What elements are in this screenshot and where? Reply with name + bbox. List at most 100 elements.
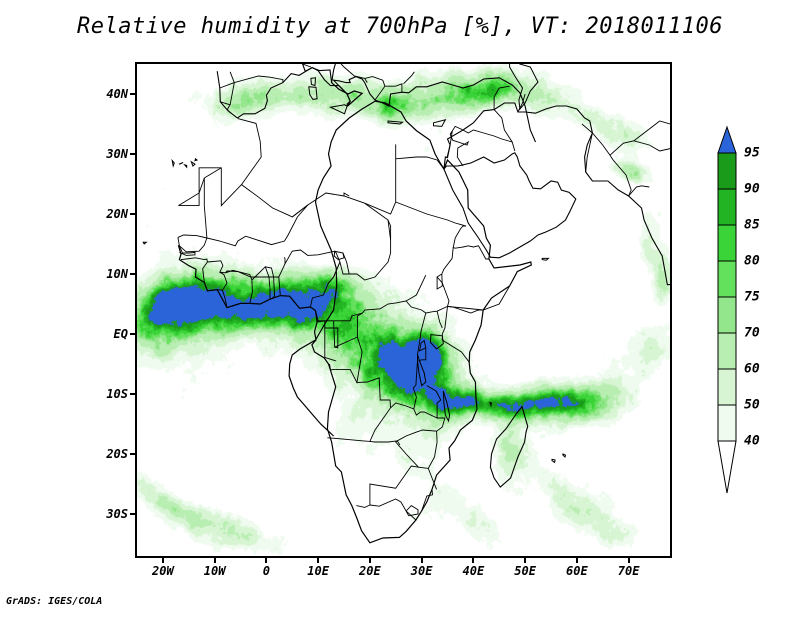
coastline-path bbox=[333, 250, 345, 261]
y-axis-tick-mark bbox=[130, 273, 136, 275]
x-axis-tick-mark bbox=[524, 557, 527, 563]
border-path bbox=[384, 83, 403, 93]
x-axis-tick-label: 60E bbox=[566, 564, 588, 578]
coastline-path bbox=[433, 119, 447, 127]
y-axis-tick-mark bbox=[130, 93, 136, 95]
x-axis-tick-mark bbox=[368, 557, 371, 563]
y-axis-tick-mark bbox=[130, 513, 136, 515]
colorbar-tick-label: 90 bbox=[744, 181, 760, 197]
coastline-path bbox=[190, 160, 196, 167]
border-path bbox=[493, 85, 510, 110]
coastline-path bbox=[429, 334, 444, 350]
colorbar-tick-label: 75 bbox=[744, 289, 760, 305]
y-axis-tick-mark bbox=[130, 453, 136, 455]
x-axis-tick-label: 70E bbox=[617, 564, 640, 578]
border-path bbox=[291, 204, 309, 218]
border-path bbox=[221, 290, 228, 308]
coastline-path bbox=[194, 157, 199, 162]
border-path bbox=[328, 261, 341, 284]
y-axis-tick-label: 30S bbox=[106, 507, 128, 521]
border-path bbox=[387, 219, 392, 240]
border-path bbox=[452, 225, 467, 248]
coastline-path bbox=[551, 458, 556, 464]
border-path bbox=[219, 71, 235, 89]
x-axis-tick-mark bbox=[317, 557, 320, 563]
colorbar-band bbox=[717, 296, 737, 334]
border-path bbox=[633, 140, 670, 152]
border-path bbox=[581, 123, 632, 197]
y-axis-tick-label: 10N bbox=[106, 267, 128, 281]
colorbar-tick-label: 80 bbox=[744, 253, 760, 269]
border-path bbox=[395, 156, 445, 170]
attribution-text: GrADS: IGES/COLA bbox=[6, 596, 103, 607]
border-path bbox=[395, 201, 467, 227]
x-axis-tick-label: 10W bbox=[203, 564, 226, 578]
colorbar-tick-label: 95 bbox=[744, 145, 760, 161]
border-path bbox=[436, 311, 443, 329]
border-path bbox=[403, 71, 415, 85]
map-plot-area[interactable] bbox=[135, 62, 672, 558]
page-title: Relative humidity at 700hPa [%], VT: 201… bbox=[76, 14, 724, 39]
colorbar-tick-label: 50 bbox=[744, 397, 760, 413]
colorbar-band bbox=[717, 152, 737, 190]
border-path bbox=[216, 66, 537, 143]
coastline-path bbox=[387, 120, 404, 125]
y-axis-tick-label: 40N bbox=[106, 87, 128, 101]
x-axis-tick-mark bbox=[472, 557, 475, 563]
coastline-path bbox=[142, 241, 148, 245]
y-axis-tick-label: EQ bbox=[113, 327, 128, 341]
y-axis-tick-mark bbox=[130, 213, 136, 215]
colorbar-max-arrow bbox=[717, 125, 737, 154]
x-axis-tick-label: 10E bbox=[307, 564, 329, 578]
border-path bbox=[178, 245, 196, 256]
border-path bbox=[265, 266, 275, 278]
colorbar-band bbox=[717, 188, 737, 226]
border-path bbox=[177, 237, 208, 253]
border-path bbox=[356, 465, 419, 508]
coastline-path bbox=[417, 354, 427, 387]
border-path bbox=[585, 132, 593, 173]
colorbar-band bbox=[717, 332, 737, 370]
coastline-path bbox=[541, 257, 550, 261]
border-path bbox=[364, 76, 386, 101]
coastline-path bbox=[489, 401, 493, 408]
border-path bbox=[418, 339, 427, 352]
x-axis-tick-mark bbox=[213, 557, 216, 563]
border-path bbox=[317, 320, 339, 349]
x-axis-tick-mark bbox=[575, 557, 578, 563]
coastline-path bbox=[177, 100, 532, 544]
x-axis-tick-mark bbox=[161, 557, 164, 563]
colorbar[interactable]: 40 50 60 70 75 80 85 90 95 bbox=[710, 125, 795, 495]
border-path bbox=[180, 257, 208, 283]
colorbar-tick-label: 40 bbox=[744, 433, 760, 449]
border-path bbox=[443, 102, 670, 286]
colorbar-min-arrow bbox=[717, 440, 737, 494]
border-path bbox=[315, 275, 427, 322]
border-path bbox=[327, 407, 391, 442]
border-path bbox=[369, 440, 401, 446]
colorbar-band bbox=[717, 224, 737, 262]
coastline-path bbox=[183, 163, 188, 169]
y-axis-tick-mark bbox=[130, 393, 136, 395]
border-path bbox=[441, 339, 470, 363]
x-axis-tick-label: 30E bbox=[410, 564, 433, 578]
border-path bbox=[412, 360, 418, 410]
coastline-path bbox=[509, 64, 539, 111]
border-path bbox=[421, 489, 433, 512]
border-path bbox=[203, 205, 208, 239]
y-axis-tick-mark bbox=[130, 333, 136, 335]
border-path bbox=[329, 363, 336, 371]
border-path bbox=[237, 271, 253, 304]
border-path bbox=[628, 185, 650, 197]
border-path bbox=[339, 261, 350, 275]
border-path bbox=[517, 93, 526, 113]
y-axis-tick-label: 20N bbox=[106, 207, 128, 221]
coastline-path bbox=[328, 104, 348, 115]
border-path bbox=[340, 64, 368, 83]
border-path bbox=[229, 75, 284, 105]
coastline-path bbox=[178, 161, 184, 165]
x-axis-tick-label: 20E bbox=[359, 564, 381, 578]
coastline-border-overlay bbox=[142, 64, 670, 544]
border-path bbox=[443, 152, 577, 259]
border-path bbox=[405, 300, 427, 314]
